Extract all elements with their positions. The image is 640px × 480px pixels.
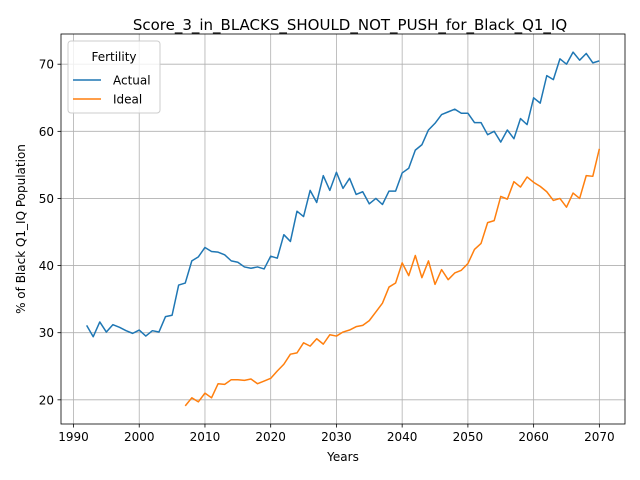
x-tick-label: 2010 [190, 430, 221, 444]
y-tick-label: 40 [39, 259, 54, 273]
legend-title: Fertility [91, 50, 136, 64]
y-tick-label: 20 [39, 393, 54, 407]
y-tick-label: 60 [39, 125, 54, 139]
x-tick-label: 2040 [387, 430, 418, 444]
x-tick-label: 2020 [255, 430, 286, 444]
y-tick-label: 50 [39, 192, 54, 206]
x-tick-label: 2030 [321, 430, 352, 444]
series-line-ideal [184, 148, 601, 407]
y-tick-label: 30 [39, 326, 54, 340]
legend: Fertility Actual Ideal [67, 40, 161, 114]
x-tick-label: 2050 [453, 430, 484, 444]
legend-label-ideal: Ideal [113, 93, 142, 107]
chart-title: Score_3_in_BLACKS_SHOULD_NOT_PUSH_for_Bl… [133, 16, 567, 35]
x-axis-label: Years [326, 450, 359, 464]
y-axis: 20 30 40 50 60 70 [39, 58, 61, 407]
series-line-actual [85, 51, 600, 338]
legend-box [67, 40, 161, 114]
plot-area [60, 33, 626, 425]
legend-label-actual: Actual [113, 74, 151, 88]
y-axis-label: % of Black Q1_IQ Population [14, 144, 28, 314]
x-tick-label: 1990 [58, 430, 89, 444]
x-tick-label: 2060 [518, 430, 549, 444]
x-axis: 1990 2000 2010 2020 2030 2040 2050 2060 2070 [58, 424, 615, 444]
series-lines [85, 51, 601, 407]
y-tick-label: 70 [39, 58, 54, 72]
x-tick-label: 2000 [124, 430, 155, 444]
x-tick-label: 2070 [584, 430, 615, 444]
plot-frame [60, 33, 626, 425]
